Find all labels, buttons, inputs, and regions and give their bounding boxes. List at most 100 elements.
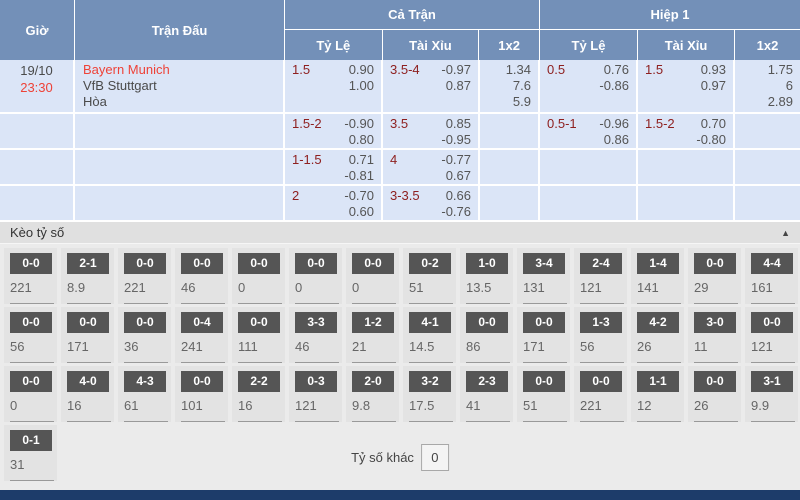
odds-value[interactable]: -0.80 (696, 132, 726, 147)
odds-value[interactable]: 7.6 (512, 78, 531, 93)
odds-value[interactable]: 2.89 (767, 94, 793, 109)
odds-value[interactable]: 0.86 (603, 132, 629, 147)
score-button[interactable]: 0-0 (751, 312, 793, 333)
odds-value[interactable]: 0.93 (700, 62, 726, 77)
handicap-line[interactable]: 0.5 (547, 62, 566, 77)
odds-value[interactable]: -0.81 (344, 168, 374, 183)
odds-value[interactable]: 1.75 (767, 62, 793, 77)
score-button[interactable]: 1-0 (466, 253, 508, 274)
score-button[interactable]: 0-0 (181, 253, 223, 274)
odds-value[interactable]: -0.86 (599, 78, 629, 93)
handicap-line[interactable]: 3-3.5 (390, 188, 420, 203)
odds-value[interactable]: 0.67 (445, 168, 471, 183)
score-button[interactable]: 0-4 (181, 312, 223, 333)
score-button[interactable]: 0-0 (523, 312, 565, 333)
score-button[interactable]: 0-0 (352, 253, 394, 274)
score-button[interactable]: 4-1 (409, 312, 451, 333)
handicap-line[interactable]: 3.5-4 (390, 62, 420, 77)
score-button[interactable]: 0-0 (10, 253, 52, 274)
score-button[interactable]: 0-0 (124, 253, 166, 274)
score-button[interactable]: 0-1 (10, 430, 52, 451)
handicap-line[interactable]: 1.5 (645, 62, 664, 77)
collapse-arrow-icon[interactable]: ▲ (781, 227, 790, 238)
odds-value[interactable]: 5.9 (512, 94, 531, 109)
ft-handicap-cell[interactable]: 1-1.5 0.71 -0.81 (285, 150, 383, 186)
score-button[interactable]: 0-0 (580, 371, 622, 392)
handicap-line[interactable]: 1-1.5 (292, 152, 322, 167)
odds-value[interactable]: 0.71 (348, 152, 374, 167)
odds-value[interactable]: 0.80 (348, 132, 374, 147)
score-button[interactable]: 2-0 (352, 371, 394, 392)
score-button[interactable]: 3-1 (751, 371, 793, 392)
odds-value[interactable]: -0.95 (441, 132, 471, 147)
score-button[interactable]: 0-0 (523, 371, 565, 392)
odds-value[interactable]: 0.70 (700, 116, 726, 131)
odds-value[interactable]: -0.76 (441, 204, 471, 219)
ft-over-under-cell[interactable]: 3-3.5 0.66 -0.76 (383, 186, 480, 222)
odds-value[interactable]: 1.00 (348, 78, 374, 93)
score-button[interactable]: 0-0 (181, 371, 223, 392)
score-button[interactable]: 0-0 (466, 312, 508, 333)
ht-1x2-cell[interactable]: 1.75 6 2.89 (735, 60, 800, 114)
score-button[interactable]: 4-2 (637, 312, 679, 333)
odds-value[interactable]: 0.97 (700, 78, 726, 93)
score-button[interactable]: 0-0 (694, 253, 736, 274)
odds-value[interactable]: 0.76 (603, 62, 629, 77)
ft-over-under-cell[interactable]: 3.5-4 -0.97 0.87 (383, 60, 480, 114)
score-button[interactable]: 0-3 (295, 371, 337, 392)
odds-value[interactable]: 0.66 (445, 188, 471, 203)
odds-value[interactable]: -0.90 (344, 116, 374, 131)
score-button[interactable]: 2-4 (580, 253, 622, 274)
score-button[interactable]: 1-2 (352, 312, 394, 333)
handicap-line[interactable]: 0.5-1 (547, 116, 577, 131)
ft-over-under-cell[interactable]: 3.5 0.85 -0.95 (383, 114, 480, 150)
ht-over-under-cell[interactable]: 1.5 0.93 0.97 (638, 60, 735, 114)
odds-value[interactable]: 1.34 (505, 62, 531, 77)
score-button[interactable]: 0-0 (694, 371, 736, 392)
score-button[interactable]: 3-2 (409, 371, 451, 392)
ft-handicap-cell[interactable]: 1.5 0.90 1.00 (285, 60, 383, 114)
odds-value[interactable]: -0.97 (441, 62, 471, 77)
odds-value[interactable]: -0.70 (344, 188, 374, 203)
score-button[interactable]: 0-0 (124, 312, 166, 333)
ht-over-under-cell[interactable]: 1.5-2 0.70 -0.80 (638, 114, 735, 150)
handicap-line[interactable]: 4 (390, 152, 398, 167)
score-button[interactable]: 1-3 (580, 312, 622, 333)
ft-over-under-cell[interactable]: 4 -0.77 0.67 (383, 150, 480, 186)
odds-value[interactable]: -0.96 (599, 116, 629, 131)
score-button[interactable]: 1-4 (637, 253, 679, 274)
score-button[interactable]: 0-2 (409, 253, 451, 274)
ft-1x2-cell[interactable]: 1.34 7.6 5.9 (480, 60, 540, 114)
score-button[interactable]: 4-0 (67, 371, 109, 392)
odds-value[interactable]: 0.87 (445, 78, 471, 93)
ht-handicap-cell[interactable]: 0.5-1 -0.96 0.86 (540, 114, 638, 150)
score-button[interactable]: 3-3 (295, 312, 337, 333)
score-button[interactable]: 0-0 (10, 312, 52, 333)
odds-value[interactable]: 0.85 (445, 116, 471, 131)
ft-handicap-cell[interactable]: 1.5-2 -0.90 0.80 (285, 114, 383, 150)
score-button[interactable]: 3-0 (694, 312, 736, 333)
score-button[interactable]: 0-0 (238, 312, 280, 333)
score-button[interactable]: 3-4 (523, 253, 565, 274)
score-button[interactable]: 2-2 (238, 371, 280, 392)
handicap-line[interactable]: 1.5-2 (645, 116, 675, 131)
odds-value[interactable]: 0.90 (348, 62, 374, 77)
ht-handicap-cell[interactable]: 0.5 0.76 -0.86 (540, 60, 638, 114)
score-button[interactable]: 2-1 (67, 253, 109, 274)
score-button[interactable]: 4-3 (124, 371, 166, 392)
score-button[interactable]: 0-0 (295, 253, 337, 274)
odds-value[interactable]: 6 (785, 78, 793, 93)
handicap-line[interactable]: 1.5 (292, 62, 311, 77)
score-button[interactable]: 0-0 (67, 312, 109, 333)
score-button[interactable]: 2-3 (466, 371, 508, 392)
handicap-line[interactable]: 2 (292, 188, 300, 203)
score-button[interactable]: 4-4 (751, 253, 793, 274)
other-score-input[interactable]: 0 (420, 444, 449, 471)
handicap-line[interactable]: 1.5-2 (292, 116, 322, 131)
score-button[interactable]: 0-0 (238, 253, 280, 274)
score-button[interactable]: 0-0 (10, 371, 52, 392)
odds-value[interactable]: -0.77 (441, 152, 471, 167)
score-button[interactable]: 1-1 (637, 371, 679, 392)
ft-handicap-cell[interactable]: 2 -0.70 0.60 (285, 186, 383, 222)
odds-value[interactable]: 0.60 (348, 204, 374, 219)
